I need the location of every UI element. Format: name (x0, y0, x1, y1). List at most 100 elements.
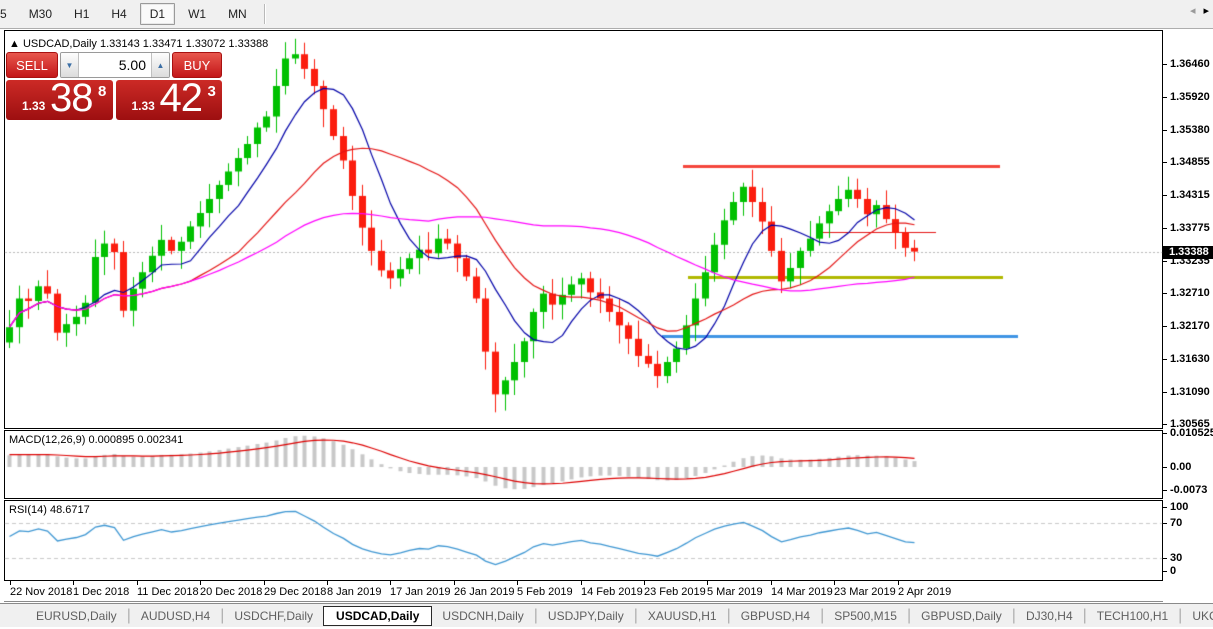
chart-tab-tech100-h1[interactable]: TECH100,H1 (1096, 608, 1169, 623)
price-axis-label: 1.36460 (1170, 58, 1210, 70)
rsi-axis-tick (1163, 571, 1167, 572)
price-axis-tick (1163, 162, 1167, 163)
date-axis-tick (644, 581, 645, 585)
collapse-arrow-icon[interactable]: ▲ (9, 38, 23, 50)
chart-tab-audusd-h4[interactable]: AUDUSD,H4 (140, 608, 211, 623)
chart-tab-bar: EURUSD,Daily | AUDUSD,H4 | USDCHF,Daily USDCA… (0, 603, 1213, 627)
date-axis-label: 26 Jan 2019 (454, 586, 515, 598)
price-axis-label: 1.34855 (1170, 156, 1210, 168)
tab-separator: | (1082, 606, 1087, 624)
date-axis-tick (454, 581, 455, 585)
tab-separator: | (533, 606, 538, 624)
buy-price-main: 42 (159, 76, 203, 120)
date-axis-label: 20 Dec 2018 (200, 586, 263, 598)
date-axis-tick (200, 581, 201, 585)
tab-separator: | (126, 606, 131, 624)
macd-label: MACD(12,26,9) 0.000895 0.002341 (9, 434, 184, 446)
chart-tab-usdjpy-daily[interactable]: USDJPY,Daily (547, 608, 624, 623)
sell-price-box[interactable]: 1.33 38 8 (6, 76, 113, 120)
date-axis-label: 14 Mar 2019 (771, 586, 833, 598)
rsi-axis-tick (1163, 523, 1167, 524)
date-axis-tick (73, 581, 74, 585)
chart-tab-usdcad-daily[interactable]: USDCAD,Daily (323, 605, 433, 626)
date-axis-label: 5 Feb 2019 (517, 586, 573, 598)
volume-decrease-button[interactable]: ▼ (61, 53, 79, 77)
price-axis-label: 1.32710 (1170, 287, 1210, 299)
buy-price-prefix: 1.33 (131, 99, 155, 113)
sell-price-prefix: 1.33 (22, 99, 46, 113)
tab-separator: | (726, 606, 731, 624)
volume-value[interactable]: 5.00 (118, 57, 146, 73)
price-axis-label: 1.34315 (1170, 189, 1210, 201)
buy-price-box[interactable]: 1.33 42 3 (115, 76, 222, 120)
price-axis-tick (1163, 261, 1167, 262)
buy-button[interactable]: BUY (172, 52, 222, 78)
price-axis-label: 1.31630 (1170, 353, 1210, 365)
date-axis-label: 22 Nov 2018 (10, 586, 73, 598)
macd-axis-tick (1163, 490, 1167, 491)
chart-tab-usdchf-daily[interactable]: USDCHF,Daily (234, 608, 314, 623)
rsi-axis-label: 70 (1170, 517, 1183, 529)
chart-title: ▲ USDCAD,Daily 1.33143 1.33471 1.33072 1… (9, 38, 269, 50)
date-axis-label: 8 Jan 2019 (327, 586, 382, 598)
one-click-trading-widget: SELL ▼ 5.00 ▲ BUY 1.33 38 8 1.33 42 3 (6, 52, 222, 120)
price-axis-label: 1.32170 (1170, 320, 1210, 332)
macd-axis-label: 0.00 (1170, 461, 1192, 473)
tab-separator: | (220, 606, 225, 624)
price-axis-label: 1.30565 (1170, 418, 1210, 430)
tab-separator: | (1011, 606, 1016, 624)
tab-separator: | (906, 606, 912, 624)
rsi-axis-tick (1163, 507, 1167, 508)
date-axis-label: 14 Feb 2019 (581, 586, 643, 598)
chart-tab-eurusd-daily[interactable]: EURUSD,Daily (36, 608, 117, 623)
price-axis-tick (1163, 392, 1167, 393)
date-axis-label: 2 Apr 2019 (898, 586, 952, 598)
sell-price-pip: 8 (98, 83, 107, 100)
date-axis-tick (264, 581, 265, 585)
date-axis-label: 29 Dec 2018 (264, 586, 327, 598)
sell-button[interactable]: SELL (6, 52, 58, 78)
date-axis-label: 11 Dec 2018 (137, 586, 199, 598)
chart-tab-ukc[interactable]: UKC (1192, 608, 1213, 623)
date-axis-tick (707, 581, 708, 585)
price-axis-tick (1163, 359, 1167, 360)
sell-price-main: 38 (50, 76, 93, 120)
price-axis-tick (1163, 293, 1167, 294)
rsi-axis-tick (1163, 558, 1167, 559)
date-axis-label: 5 Mar 2019 (707, 586, 763, 598)
macd-axis-tick (1163, 433, 1167, 434)
volume-increase-button[interactable]: ▲ (151, 53, 169, 77)
chart-tab-gbpusd-daily[interactable]: GBPUSD,Daily (921, 608, 1002, 623)
date-axis-tick (581, 581, 582, 585)
date-axis-tick (10, 581, 11, 585)
price-axis-label: 1.33775 (1170, 222, 1210, 234)
chart-tab-xauusd-h1[interactable]: XAUUSD,H1 (647, 608, 717, 623)
date-axis-tick (771, 581, 772, 585)
price-axis-tick (1163, 97, 1167, 98)
date-axis-tick (834, 581, 835, 585)
chart-tab-usdcnh-daily[interactable]: USDCNH,Daily (442, 608, 524, 623)
price-axis-label: 1.35920 (1170, 91, 1210, 103)
rsi-label: RSI(14) 48.6717 (9, 504, 90, 516)
chart-tab-sp500-m15[interactable]: SP500,M15 (834, 608, 897, 623)
tab-separator: | (820, 606, 825, 624)
price-axis-tick (1163, 64, 1167, 65)
rsi-axis-label: 30 (1170, 552, 1183, 564)
volume-spinner: ▼ 5.00 ▲ (60, 52, 170, 78)
date-axis-label: 17 Jan 2019 (390, 586, 451, 598)
price-axis-tick (1163, 326, 1167, 327)
macd-axis-tick (1163, 467, 1167, 468)
price-axis-tick (1163, 195, 1167, 196)
chart-tab-dj30-h4[interactable]: DJ30,H4 (1025, 608, 1073, 623)
date-axis-tick (390, 581, 391, 585)
date-axis-label: 23 Feb 2019 (644, 586, 706, 598)
buy-price-pip: 3 (207, 83, 216, 100)
current-price-box: 1.33388 (1163, 246, 1213, 259)
chart-tab-gbpusd-h4[interactable]: GBPUSD,H4 (740, 608, 811, 623)
price-axis-tick (1163, 228, 1167, 229)
date-axis-label: 1 Dec 2018 (73, 586, 130, 598)
rsi-axis-label: 0 (1170, 565, 1177, 577)
date-axis-tick (137, 581, 138, 585)
price-axis-tick (1163, 424, 1167, 425)
